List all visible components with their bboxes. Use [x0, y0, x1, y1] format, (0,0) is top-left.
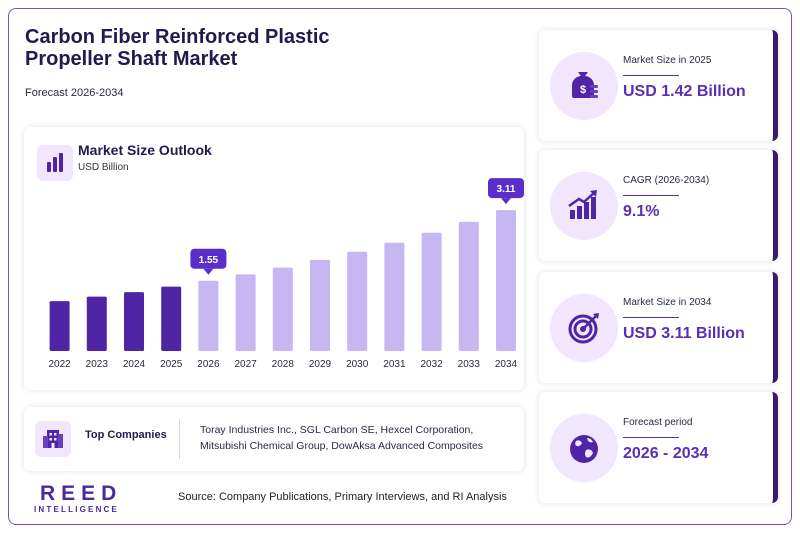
- bar-2026: [198, 280, 219, 351]
- chart-title: Market Size Outlook: [78, 142, 212, 158]
- bar-2024: [124, 292, 144, 351]
- brand-logo: REED: [40, 482, 123, 505]
- stat-value: USD 3.11 Billion: [623, 325, 745, 342]
- x-tick-label: 2024: [123, 359, 146, 370]
- callout-box: [488, 178, 524, 199]
- x-tick-label: 2033: [458, 359, 481, 370]
- x-tick-label: 2030: [346, 359, 369, 370]
- x-tick-label: 2023: [86, 359, 109, 370]
- bar-chart: 2022 2023 2024 2025 2026 1.55 2027 2028 2029 2030…: [48, 178, 524, 370]
- bar-chart-icon: [37, 145, 73, 181]
- stat-label: CAGR (2026-2034): [623, 175, 710, 186]
- stat-underline: [623, 317, 679, 318]
- stat-value: USD 1.42 Billion: [623, 83, 746, 100]
- callout-box: [190, 248, 227, 269]
- stat-value: 9.1%: [623, 203, 660, 220]
- x-tick-label: 2031: [383, 359, 406, 370]
- stat-underline: [623, 437, 679, 438]
- callout-pointer: [501, 198, 511, 205]
- bar-2025: [161, 286, 182, 351]
- stat-underline: [623, 195, 679, 196]
- x-tick-label: 2027: [234, 359, 257, 370]
- stat-underline: [623, 75, 679, 76]
- bar-2029: [310, 259, 330, 351]
- stat-label: Market Size in 2034: [623, 297, 712, 308]
- x-tick-label: 2032: [420, 359, 443, 370]
- building-icon: [35, 421, 71, 457]
- svg-text:$: $: [580, 84, 586, 96]
- x-tick-label: 2029: [309, 359, 332, 370]
- top-companies-label: Top Companies: [85, 429, 167, 441]
- source-note: Source: Company Publications, Primary In…: [178, 491, 507, 503]
- money-bag-icon: $: [550, 52, 618, 120]
- globe-icon: [550, 414, 618, 482]
- x-tick-label: 2028: [272, 359, 295, 370]
- top-companies-list: Toray Industries Inc., SGL Carbon SE, He…: [200, 424, 484, 452]
- bar-2034: [496, 210, 516, 351]
- data-label: 1.55: [199, 255, 219, 266]
- brand-logo-subtitle: INTELLIGENCE: [34, 505, 120, 514]
- bar-2032: [421, 232, 442, 351]
- callout-2026: 1.55: [190, 248, 227, 275]
- market-size-chart-card: Market Size Outlook USD Billion 2022 2023…: [24, 127, 524, 390]
- bar-2027: [235, 274, 256, 351]
- bar-2022: [49, 301, 70, 351]
- growth-chart-icon: [550, 172, 618, 240]
- bar-2023: [86, 296, 107, 351]
- stat-label: Market Size in 2025: [623, 55, 712, 66]
- stat-card-market-size-2025: $ Market Size in 2025 USD 1.42 Billion: [539, 30, 778, 141]
- stat-card-cagr: CAGR (2026-2034) 9.1%: [539, 150, 778, 261]
- divider: [179, 419, 180, 459]
- callout-pointer: [203, 268, 214, 275]
- bar-2033: [458, 221, 479, 351]
- x-tick-label: 2022: [48, 359, 71, 370]
- bar-2031: [384, 242, 405, 351]
- stat-value: 2026 - 2034: [623, 445, 709, 462]
- page-title: Carbon Fiber Reinforced Plastic Propelle…: [25, 26, 330, 70]
- bar-2030: [347, 251, 368, 351]
- stat-card-forecast-period: Forecast period 2026 - 2034: [539, 392, 778, 503]
- target-icon: [550, 294, 618, 362]
- callout-2034: 3.11: [488, 178, 524, 205]
- x-tick-label: 2025: [160, 359, 183, 370]
- stat-card-market-size-2034: Market Size in 2034 USD 3.11 Billion: [539, 272, 778, 383]
- x-tick-label: 2026: [197, 359, 220, 370]
- data-label: 3.11: [497, 184, 516, 195]
- chart-unit: USD Billion: [78, 162, 129, 173]
- x-tick-label: 2034: [495, 359, 518, 370]
- page-subtitle: Forecast 2026-2034: [25, 87, 124, 99]
- bar-2028: [272, 267, 293, 351]
- top-companies-card: Top Companies Toray Industries Inc., SGL…: [24, 407, 524, 471]
- stat-label: Forecast period: [623, 417, 693, 428]
